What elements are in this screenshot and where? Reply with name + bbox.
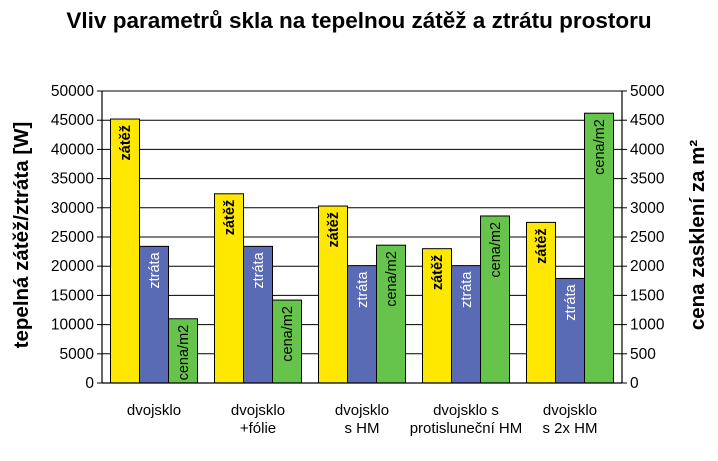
y2-tick-label: 3000	[630, 200, 665, 217]
bar-zt-3	[422, 248, 452, 384]
x-category-label: s 2x HM	[542, 420, 597, 437]
y2-tick-label: 2500	[630, 229, 665, 246]
bar-data-label: zátěž	[326, 212, 342, 247]
x-category-label: dvojsklo	[231, 402, 285, 419]
bar-data-label: ztráta	[563, 284, 579, 321]
x-category-label: dvojsklo	[543, 402, 597, 419]
tick-labels: 0500010000150002000025000300003500040000…	[51, 83, 665, 392]
y-axis-title: tepelná zátěž/ztráta [W]	[10, 122, 33, 349]
y2-tick-label: 5000	[630, 83, 665, 100]
bar-zt-2	[318, 205, 348, 384]
bar-data-label: cena/m2	[384, 251, 400, 307]
bar-data-label: cena/m2	[488, 222, 504, 278]
y-tick-label: 25000	[51, 229, 94, 246]
bar-data-label: ztráta	[251, 251, 267, 288]
axes	[97, 90, 627, 384]
y-tick-label: 50000	[51, 83, 94, 100]
x-category-label: protisluneční HM	[410, 420, 523, 437]
bar-data-label: ztráta	[355, 271, 371, 308]
x-category-label: s HM	[345, 420, 380, 437]
bar-zt-1	[214, 193, 244, 384]
bar-ztrta-0	[139, 245, 169, 384]
y2-tick-label: 3500	[630, 171, 665, 188]
y-tick-label: 15000	[51, 287, 94, 304]
bar-data-label: cena/m2	[280, 306, 296, 362]
bar-data-label: zátěž	[430, 255, 446, 290]
bar-zt-4	[526, 221, 556, 384]
y-tick-label: 35000	[51, 171, 94, 188]
x-category-label: +fólie	[240, 420, 276, 437]
bar-data-label: zátěž	[222, 200, 238, 235]
y2-tick-label: 1500	[630, 287, 665, 304]
bar-ztrta-1	[243, 245, 273, 384]
x-category-label: dvojsklo	[127, 402, 181, 419]
y-tick-label: 5000	[60, 346, 95, 363]
y2-tick-label: 2000	[630, 258, 665, 275]
y2-tick-label: 0	[630, 375, 639, 392]
y-tick-label: 0	[85, 375, 94, 392]
y2-tick-label: 500	[630, 346, 656, 363]
y2-tick-label: 1000	[630, 317, 665, 334]
bar-data-label: zátěž	[118, 125, 134, 160]
bar-data-label: cena/m2	[176, 325, 192, 381]
bar-data-label: cena/m2	[592, 119, 608, 175]
bar-data-label: zátěž	[534, 228, 550, 263]
bar-cenam2-1	[272, 299, 302, 384]
bar-cenam2-3	[480, 215, 510, 384]
bar-ztrta-4	[555, 277, 585, 384]
y2-axis-title: cena zasklení za m²	[686, 140, 709, 330]
y2-tick-label: 4000	[630, 141, 665, 158]
y-tick-label: 45000	[51, 112, 94, 129]
bars: zátěž ztráta cena/m2 zátěž ztráta cena/m2 zátě…	[110, 112, 614, 384]
chart-title: Vliv parametrů skla na tepelnou zátěž a …	[66, 8, 651, 33]
y-tick-label: 30000	[51, 200, 94, 217]
y-tick-label: 40000	[51, 141, 94, 158]
bar-cenam2-2	[376, 244, 406, 384]
x-category-label: dvojsklo s	[433, 402, 499, 419]
bar-data-label: ztráta	[459, 271, 475, 308]
y2-tick-label: 4500	[630, 112, 665, 129]
y-tick-label: 20000	[51, 258, 94, 275]
x-category-label: dvojsklo	[335, 402, 389, 419]
y-tick-label: 10000	[51, 317, 94, 334]
bar-data-label: ztráta	[147, 251, 163, 288]
bar-cenam2-4	[584, 112, 614, 384]
